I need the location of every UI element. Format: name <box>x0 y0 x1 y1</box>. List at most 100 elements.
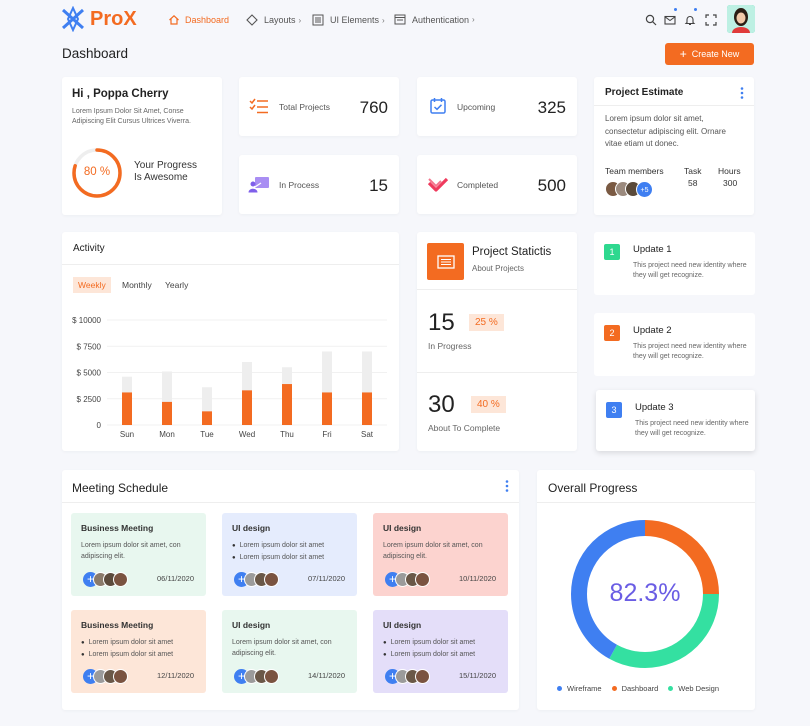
stat-in-process[interactable]: In Process 15 <box>239 155 399 214</box>
nav-dashboard[interactable]: Dashboard <box>168 14 229 26</box>
complete-number: 30 <box>428 391 455 418</box>
nav-layouts[interactable]: Layouts › <box>246 14 301 26</box>
x-tick-label: Wed <box>239 430 255 439</box>
bell-icon[interactable] <box>684 14 696 26</box>
presentation-icon <box>248 177 269 193</box>
tab-weekly[interactable]: Weekly <box>73 277 111 293</box>
create-new-label: Create New <box>691 49 740 59</box>
avatar <box>415 572 430 587</box>
meeting-title: UI design <box>232 620 271 630</box>
divider <box>62 502 519 503</box>
nav-layouts-label: Layouts <box>264 15 296 25</box>
stat-label: Completed <box>457 180 499 190</box>
avatar <box>113 669 128 684</box>
user-avatar[interactable] <box>727 5 755 33</box>
meeting-title: UI design <box>383 620 422 630</box>
bar <box>322 392 332 425</box>
mail-icon[interactable] <box>664 14 676 26</box>
meeting-item[interactable]: Business Meeting Lorem ipsum dolor sit a… <box>71 513 206 596</box>
x-tick-label: Thu <box>280 430 294 439</box>
stat-upcoming[interactable]: Upcoming 325 <box>417 77 577 136</box>
meeting-text: Lorem ipsum dolor sit amet, con adipisci… <box>81 542 181 560</box>
meeting-item[interactable]: UI design Lorem ipsum dolor sit ametLore… <box>222 513 357 596</box>
progress-label-2: Is Awesome <box>134 172 188 183</box>
in-progress-label: In Progress <box>428 341 472 351</box>
tab-yearly[interactable]: Yearly <box>165 280 189 290</box>
stat-completed[interactable]: Completed 500 <box>417 155 577 214</box>
in-progress-percent: 25 % <box>469 314 504 331</box>
more-vertical-icon[interactable] <box>505 480 509 492</box>
meeting-schedule-title: Meeting Schedule <box>72 481 169 495</box>
meeting-attendees[interactable]: + <box>83 572 147 588</box>
x-tick-label: Sun <box>120 430 134 439</box>
meeting-item[interactable]: UI design Lorem ipsum dolor sit amet, co… <box>373 513 508 596</box>
meeting-item[interactable]: UI design Lorem ipsum dolor sit amet, co… <box>222 610 357 693</box>
meeting-attendees[interactable]: + <box>385 669 449 685</box>
window-icon <box>394 14 406 25</box>
chevron-right-icon: › <box>298 15 302 25</box>
bar <box>202 411 212 425</box>
plus-icon: + <box>679 47 687 61</box>
x-tick-label: Sat <box>361 430 374 439</box>
document-icon <box>437 255 455 269</box>
x-tick-label: Fri <box>322 430 332 439</box>
update-title: Update 3 <box>635 402 674 413</box>
meeting-bullet: Lorem ipsum dolor sit amet <box>383 637 498 649</box>
legend-dot <box>668 686 674 691</box>
diamond-icon <box>246 14 258 26</box>
divider <box>62 264 399 265</box>
update-card[interactable]: 3 Update 3 This project need new identit… <box>596 390 755 451</box>
update-card[interactable]: 1 Update 1 This project need new identit… <box>594 232 755 295</box>
legend-item: Web Design <box>668 684 719 693</box>
team-avatars[interactable]: +5 <box>605 181 665 199</box>
x-tick-label: Mon <box>159 430 175 439</box>
activity-bar-chart: $ 10000 $ 7500 $ 5000 $ 2500 0 Sun Mon Tue Wed Th… <box>72 316 387 439</box>
divider <box>417 372 577 373</box>
bar-background <box>322 351 332 425</box>
brand-logo[interactable]: ProX <box>60 6 142 32</box>
meeting-attendees[interactable]: + <box>385 572 449 588</box>
update-card[interactable]: 2 Update 2 This project need new identit… <box>594 313 755 376</box>
donut-legend: Wireframe Dashboard Web Design <box>557 684 747 693</box>
meeting-attendees[interactable]: + <box>83 669 147 685</box>
nav-authentication[interactable]: Authentication › <box>394 14 475 25</box>
update-number: 1 <box>604 244 620 260</box>
greeting-title: Hi , Poppa Cherry <box>72 88 169 100</box>
stat-label: In Process <box>279 180 320 190</box>
y-tick-label: $ 5000 <box>77 369 102 378</box>
progress-percent: 80 % <box>83 166 111 178</box>
complete-label: About To Complete <box>428 423 501 433</box>
search-icon[interactable] <box>645 14 657 26</box>
stat-value: 15 <box>369 176 388 195</box>
meeting-item[interactable]: Business Meeting Lorem ipsum dolor sit a… <box>71 610 206 693</box>
meeting-attendees[interactable]: + <box>234 572 298 588</box>
update-text: This project need new identity where the… <box>633 343 747 360</box>
legend-dot <box>557 686 562 691</box>
divider <box>417 289 577 290</box>
update-text: This project need new identity where the… <box>633 262 747 279</box>
document-icon-box <box>427 243 464 280</box>
stat-total-projects[interactable]: Total Projects 760 <box>239 77 399 136</box>
more-vertical-icon[interactable] <box>740 87 744 99</box>
nav-ui-elements[interactable]: UI Elements › <box>312 14 385 26</box>
create-new-button[interactable]: + Create New <box>665 43 754 65</box>
prox-logo-icon <box>61 6 85 32</box>
complete-percent: 40 % <box>471 396 506 413</box>
fullscreen-icon[interactable] <box>705 14 717 26</box>
y-tick-label: $ 10000 <box>72 316 101 325</box>
chevron-right-icon: › <box>472 15 475 24</box>
meeting-date: 10/11/2020 <box>459 574 496 583</box>
meeting-item[interactable]: UI design Lorem ipsum dolor sit ametLore… <box>373 610 508 693</box>
y-tick-label: $ 2500 <box>77 395 102 404</box>
meeting-text: Lorem ipsum dolor sit amet, con adipisci… <box>232 639 332 657</box>
hours-value: 300 <box>723 178 738 188</box>
meeting-date: 15/11/2020 <box>459 671 496 680</box>
avatar <box>264 572 279 587</box>
tab-monthly[interactable]: Monthly <box>122 280 152 290</box>
bell-notification-dot <box>694 8 697 11</box>
team-label: Team members <box>605 166 664 176</box>
meeting-attendees[interactable]: + <box>234 669 298 685</box>
stat-value: 500 <box>537 176 566 195</box>
divider <box>594 105 754 106</box>
activity-title: Activity <box>73 243 105 254</box>
